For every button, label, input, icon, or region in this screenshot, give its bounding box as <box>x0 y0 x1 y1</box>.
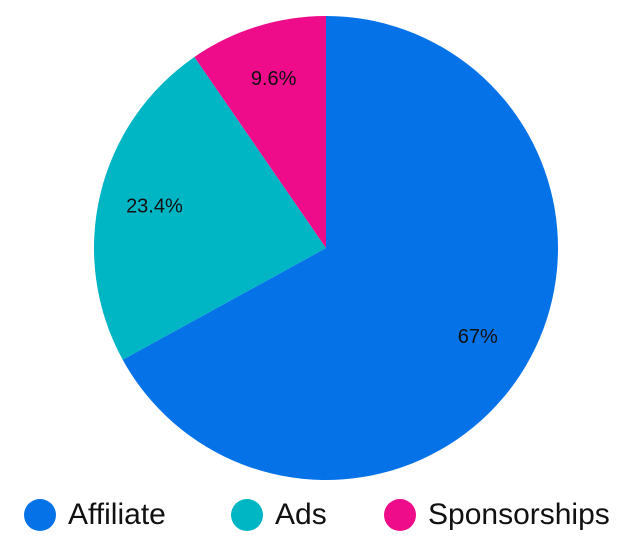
pie-slice <box>194 16 326 248</box>
legend-swatch <box>231 499 263 531</box>
pie-slice <box>122 16 559 480</box>
legend-label: Sponsorships <box>428 498 610 531</box>
legend-item: Ads <box>231 498 327 531</box>
value-label: 67% <box>458 326 498 348</box>
legend-swatch <box>384 499 416 531</box>
legend-label: Affiliate <box>68 498 166 531</box>
legend-item: Sponsorships <box>384 498 610 531</box>
pie-slice <box>94 56 327 360</box>
legend-item: Affiliate <box>24 498 166 531</box>
value-label: 23.4% <box>126 196 183 218</box>
legend-label: Ads <box>275 498 327 531</box>
value-label: 9.6% <box>251 68 297 90</box>
legend-swatch <box>24 499 56 531</box>
